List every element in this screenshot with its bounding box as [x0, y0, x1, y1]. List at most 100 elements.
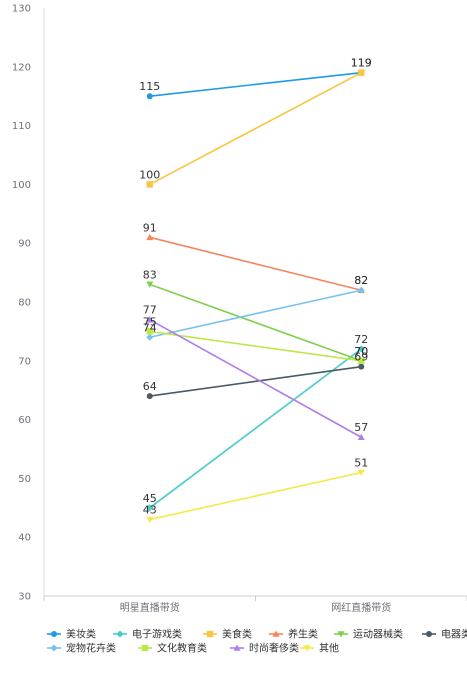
data-label: 75	[143, 315, 157, 328]
data-label: 70	[354, 345, 368, 358]
data-point	[358, 69, 365, 76]
series-9	[146, 469, 365, 524]
data-label: 77	[143, 304, 157, 317]
legend-label: 电子游戏类	[132, 628, 182, 641]
legend-marker	[233, 644, 241, 651]
data-point	[358, 357, 365, 364]
legend-label: 美食类	[222, 628, 252, 641]
legend-item[interactable]: 其他	[300, 642, 339, 655]
legend-item[interactable]: 电子游戏类	[113, 628, 182, 641]
data-point	[146, 93, 153, 100]
legend-label: 宠物花卉类	[66, 642, 116, 655]
data-point	[146, 281, 154, 288]
data-label: 82	[354, 274, 368, 287]
data-label: 91	[143, 221, 157, 234]
y-tick-label: 80	[18, 298, 31, 309]
data-label: 115	[139, 80, 160, 93]
data-point	[146, 516, 154, 524]
legend-item[interactable]: 时尚奢侈类	[230, 642, 299, 655]
data-label: 45	[143, 492, 157, 505]
y-tick-label: 40	[18, 533, 31, 544]
series-line	[149, 283, 362, 362]
legend-item[interactable]: 电器类	[422, 628, 467, 641]
series-0	[146, 69, 365, 100]
legend-label: 文化教育类	[157, 642, 207, 655]
data-point	[146, 181, 153, 188]
data-point	[146, 316, 154, 323]
data-label: 119	[351, 57, 372, 70]
data-point	[357, 345, 365, 353]
data-point	[146, 504, 154, 512]
legend-item[interactable]: 运动器械类	[334, 628, 403, 641]
legend-marker	[50, 644, 58, 652]
legend-marker	[337, 631, 345, 638]
legend-item[interactable]: 养生类	[269, 628, 318, 641]
data-label: 51	[354, 457, 368, 470]
data-point	[146, 328, 153, 335]
series-line	[149, 71, 362, 97]
series-line	[149, 236, 362, 292]
legend-label: 养生类	[288, 628, 318, 641]
data-point	[357, 469, 365, 477]
y-tick-label: 110	[12, 121, 31, 132]
series-4	[146, 281, 365, 365]
legend-marker	[272, 630, 280, 637]
y-tick-label: 130	[12, 4, 31, 15]
y-tick-label: 70	[18, 356, 31, 367]
legend-marker	[141, 644, 149, 652]
series-3	[146, 233, 365, 294]
data-label: 100	[139, 168, 160, 181]
y-tick-label: 60	[18, 415, 31, 426]
data-point	[146, 393, 153, 400]
data-label: 72	[354, 333, 368, 346]
y-tick-label: 90	[18, 239, 31, 250]
y-tick-label: 100	[12, 180, 31, 191]
data-label: 70	[354, 345, 368, 358]
axes: 30 40 50 60 70 80 90 100 110 120 130 明星直播带货 网红直播带货	[12, 4, 467, 614]
series-line	[149, 71, 362, 186]
y-tick-label: 50	[18, 474, 31, 485]
series-8	[146, 316, 365, 441]
series-7	[146, 328, 365, 364]
data-point	[357, 433, 365, 441]
legend-label: 时尚奢侈类	[249, 642, 299, 655]
legend-item[interactable]: 文化教育类	[138, 642, 207, 655]
data-label: 119	[351, 57, 372, 70]
data-label: 57	[354, 421, 368, 434]
data-label: 82	[354, 274, 368, 287]
legend-marker	[303, 645, 311, 652]
series-line	[149, 289, 362, 339]
legend-item[interactable]: 美食类	[203, 628, 252, 641]
legend-marker	[51, 631, 57, 637]
legend-label: 美妆类	[66, 628, 96, 641]
y-tick-label: 30	[18, 592, 31, 603]
x-category-label: 网红直播带货	[331, 601, 391, 614]
x-category-label: 明星直播带货	[120, 601, 180, 614]
data-label: 69	[354, 351, 368, 364]
data-labels: 1151194572100119918283706469748275707757…	[139, 57, 372, 517]
y-tick-label: 120	[12, 62, 31, 73]
series-line	[149, 318, 362, 438]
series-line	[149, 348, 362, 509]
series-lines	[146, 69, 365, 524]
data-label: 64	[143, 380, 157, 393]
legend-label: 其他	[319, 642, 339, 655]
data-label: 43	[143, 504, 157, 517]
legend-marker	[426, 631, 432, 637]
series-6	[146, 286, 365, 341]
series-2	[146, 69, 365, 188]
data-point	[146, 233, 154, 241]
legend-label: 运动器械类	[353, 628, 403, 641]
series-1	[146, 345, 365, 512]
series-line	[149, 471, 362, 521]
data-point	[357, 286, 365, 294]
legend-marker	[116, 630, 124, 638]
legend-item[interactable]: 宠物花卉类	[47, 642, 116, 655]
series-line	[149, 365, 362, 397]
data-point	[146, 333, 154, 341]
data-label: 74	[143, 321, 157, 334]
legend-item[interactable]: 美妆类	[47, 628, 96, 641]
series-5	[146, 363, 365, 400]
data-point	[358, 363, 365, 370]
